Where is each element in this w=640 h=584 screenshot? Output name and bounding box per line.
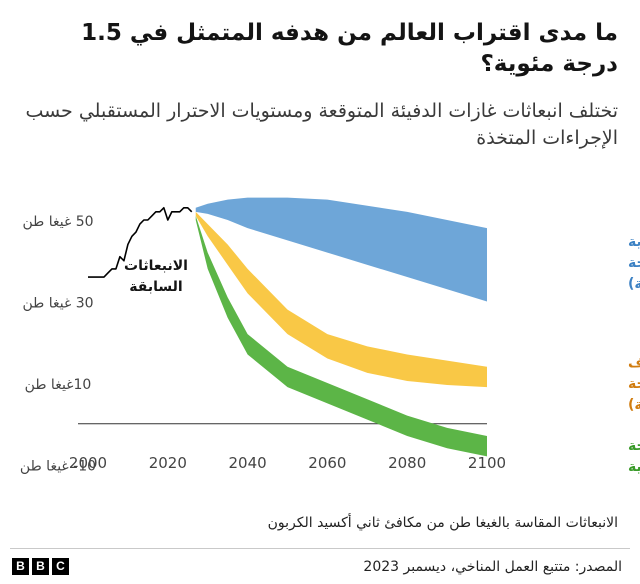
series-label: الالتزامات والأهداف — [628, 354, 640, 371]
chart-subtitle: تختلف انبعاثات غازات الدفيئة المتوقعة وم… — [25, 100, 618, 149]
historical-label: الانبعاثات — [124, 258, 188, 274]
units-note: الانبعاثات المقاسة بالغيغا طن من مكافئ ث… — [267, 515, 618, 531]
x-tick-label: 2100 — [468, 454, 506, 472]
bbc-logo: B B C — [12, 558, 69, 575]
series-label: مئوية — [628, 459, 640, 475]
historical-emissions-line — [88, 206, 193, 278]
x-tick-label: 2080 — [388, 454, 426, 472]
series-label: (2.5-2.9 درجة — [628, 255, 640, 271]
series-label: مئوية) — [628, 397, 640, 413]
emissions-chart: 50 غيغا طن 30 غيغا طن 10غيغا طن 10- غيغا طن… — [20, 197, 640, 475]
series-label: (1.8-2.1 درجة — [628, 376, 640, 392]
series-band-2 — [195, 211, 488, 388]
series-band-3 — [195, 215, 488, 457]
x-tick-label: 2060 — [308, 454, 346, 472]
bbc-logo-letter: B — [32, 558, 49, 575]
series-label: مئوية) — [628, 276, 640, 292]
source-note: المصدر: متتبع العمل المناخي، ديسمبر 2023 — [363, 559, 622, 575]
y-tick-label: 10- غيغا طن — [20, 459, 96, 475]
x-tick-label: 2000 — [69, 454, 107, 472]
y-tick-label: 30 غيغا طن — [22, 296, 93, 312]
series-band-1 — [195, 197, 488, 302]
historical-label: السابقة — [129, 279, 182, 295]
y-tick-label: 10غيغا طن — [25, 377, 92, 393]
y-tick-label: 50 غيغا طن — [22, 214, 93, 230]
bbc-logo-letter: C — [52, 558, 69, 575]
x-tick-label: 2040 — [229, 454, 267, 472]
series-label: السياسات الحالية — [628, 234, 640, 250]
footer-divider — [10, 548, 630, 549]
x-tick-label: 2020 — [149, 454, 187, 472]
chart-title: ما مدى اقتراب العالم من هدفه المتمثل في … — [81, 20, 618, 77]
series-label: مسار 1.5C درجة — [628, 438, 640, 454]
bbc-logo-letter: B — [12, 558, 29, 575]
